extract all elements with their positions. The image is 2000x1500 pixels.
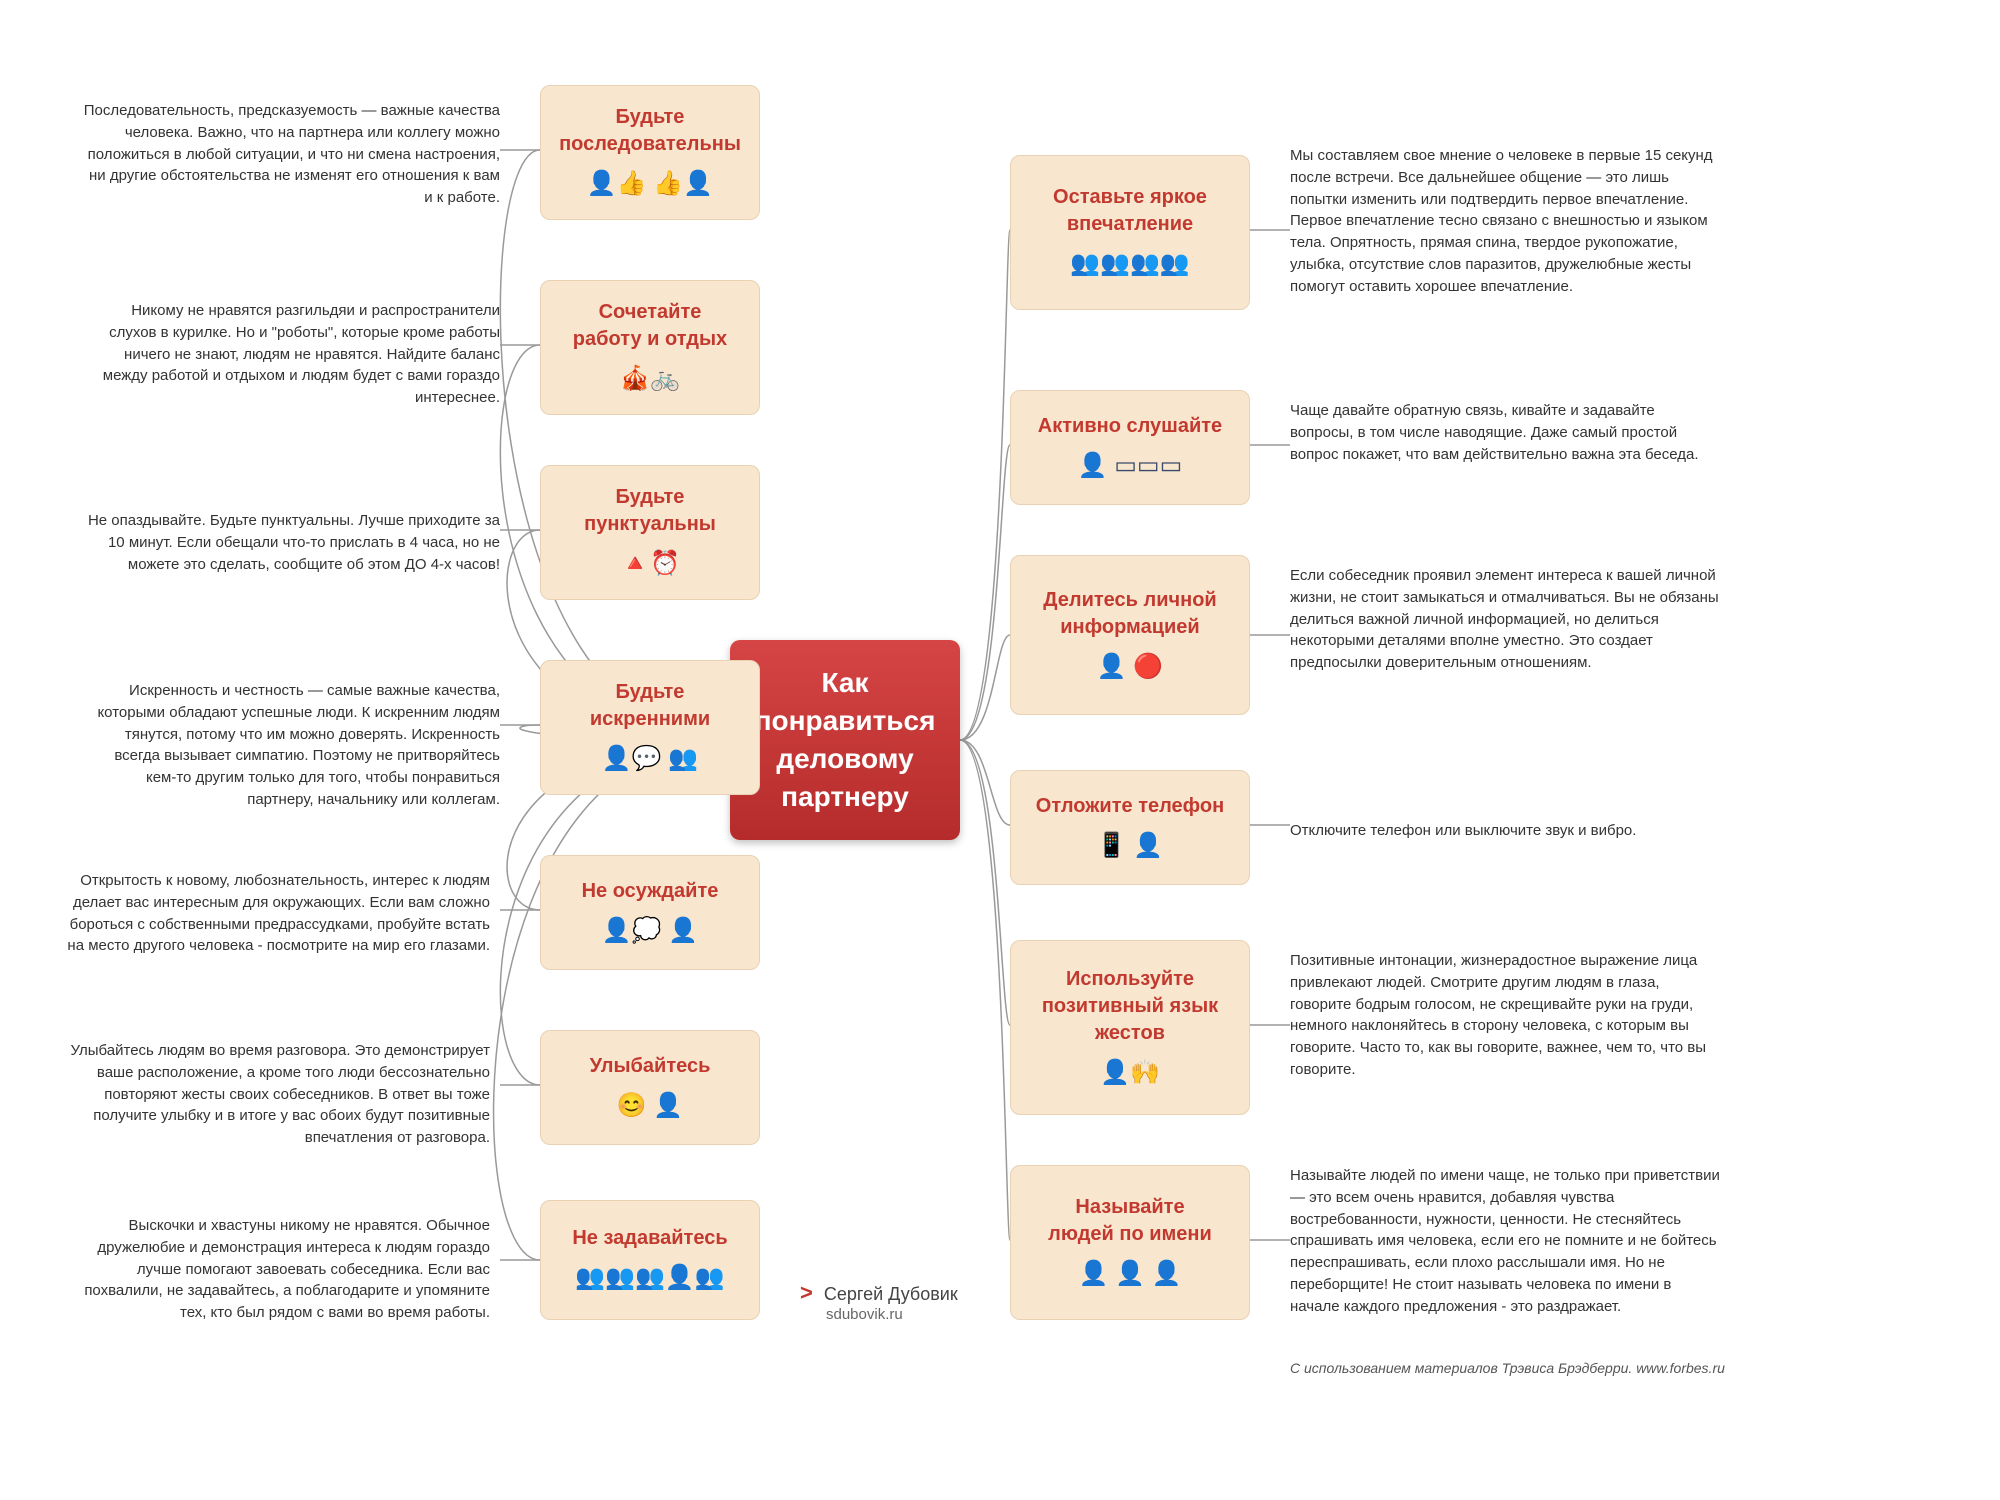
- branch-description: Мы составляем свое мнение о человеке в п…: [1290, 145, 1720, 297]
- branch-title: Называйтелюдей по имени: [1048, 1194, 1212, 1248]
- right-branch-node: Оставьте яркоевпечатление 👥👥👥👥: [1010, 155, 1250, 310]
- branch-description: Чаще давайте обратную связь, кивайте и з…: [1290, 400, 1720, 465]
- branch-description: Улыбайтесь людям во время разговора. Это…: [60, 1040, 490, 1149]
- branch-icon: 👤💭 👤: [602, 915, 698, 947]
- branch-icon: 👤 🔴: [1097, 651, 1163, 683]
- branch-icon: 👤 ▭▭▭: [1078, 450, 1183, 482]
- right-branch-node: Используйтепозитивный языкжестов 👤🙌: [1010, 940, 1250, 1115]
- source-note: С использованием материалов Трэвиса Брэд…: [1290, 1360, 1725, 1376]
- branch-icon: 👤 👤 👤: [1079, 1258, 1182, 1290]
- branch-icon: 👤🙌: [1100, 1057, 1160, 1089]
- left-branch-node: Не задавайтесь 👥👥👥👤👥: [540, 1200, 760, 1320]
- branch-title: Будьтепоследовательны: [559, 104, 741, 158]
- branch-icon: 👤👍 👍👤: [587, 168, 713, 200]
- branch-title: Оставьте яркоевпечатление: [1053, 184, 1207, 238]
- branch-title: Сочетайтеработу и отдых: [573, 299, 727, 353]
- branch-description: Искренность и честность — самые важные к…: [80, 680, 500, 811]
- branch-icon: 👥👥👥👤👥: [575, 1262, 724, 1294]
- branch-icon: 🔺⏰: [620, 548, 680, 580]
- branch-title: Не задавайтесь: [572, 1225, 727, 1252]
- right-branch-node: Активно слушайте 👤 ▭▭▭: [1010, 390, 1250, 505]
- arrow-icon: >: [800, 1280, 813, 1305]
- left-branch-node: Будьтепунктуальны 🔺⏰: [540, 465, 760, 600]
- branch-icon: 👥👥👥👥: [1070, 248, 1190, 280]
- branch-title: Улыбайтесь: [590, 1053, 711, 1080]
- branch-description: Открытость к новому, любознательность, и…: [60, 870, 490, 957]
- author-name: Сергей Дубовик: [824, 1284, 958, 1304]
- branch-title: Используйтепозитивный языкжестов: [1042, 966, 1218, 1047]
- left-branch-node: Будьтепоследовательны 👤👍 👍👤: [540, 85, 760, 220]
- right-branch-node: Отложите телефон 📱 👤: [1010, 770, 1250, 885]
- branch-icon: 🎪🚲: [620, 363, 680, 395]
- branch-description: Если собеседник проявил элемент интереса…: [1290, 565, 1720, 674]
- branch-description: Позитивные интонации, жизнерадостное выр…: [1290, 950, 1720, 1081]
- branch-title: Отложите телефон: [1036, 793, 1224, 820]
- right-branch-node: Делитесь личнойинформацией 👤 🔴: [1010, 555, 1250, 715]
- branch-description: Не опаздывайте. Будьте пунктуальны. Лучш…: [80, 510, 500, 575]
- branch-description: Отключите телефон или выключите звук и в…: [1290, 820, 1720, 842]
- author-credit: > Сергей Дубовик sdubovik.ru: [800, 1280, 958, 1323]
- central-title: Какпонравитьсяделовомупартнеру: [755, 664, 936, 815]
- branch-title: Активно слушайте: [1038, 413, 1222, 440]
- branch-icon: 📱 👤: [1097, 830, 1163, 862]
- left-branch-node: Сочетайтеработу и отдых 🎪🚲: [540, 280, 760, 415]
- branch-icon: 👤💬 👥: [602, 743, 698, 775]
- branch-description: Последовательность, предсказуемость — ва…: [80, 100, 500, 209]
- branch-description: Никому не нравятся разгильдяи и распрост…: [80, 300, 500, 409]
- branch-description: Выскочки и хвастуны никому не нравятся. …: [60, 1215, 490, 1324]
- central-node: Какпонравитьсяделовомупартнеру: [730, 640, 960, 840]
- left-branch-node: Улыбайтесь 😊 👤: [540, 1030, 760, 1145]
- right-branch-node: Называйтелюдей по имени 👤 👤 👤: [1010, 1165, 1250, 1320]
- author-url: sdubovik.ru: [826, 1306, 958, 1323]
- branch-title: Делитесь личнойинформацией: [1043, 587, 1216, 641]
- left-branch-node: Будьтеискренними 👤💬 👥: [540, 660, 760, 795]
- left-branch-node: Не осуждайте 👤💭 👤: [540, 855, 760, 970]
- branch-title: Не осуждайте: [582, 878, 719, 905]
- branch-description: Называйте людей по имени чаще, не только…: [1290, 1165, 1720, 1317]
- branch-title: Будьтепунктуальны: [584, 484, 716, 538]
- branch-title: Будьтеискренними: [590, 679, 710, 733]
- mindmap-canvas: Какпонравитьсяделовомупартнеру Будьтепос…: [0, 0, 2000, 1500]
- branch-icon: 😊 👤: [617, 1090, 683, 1122]
